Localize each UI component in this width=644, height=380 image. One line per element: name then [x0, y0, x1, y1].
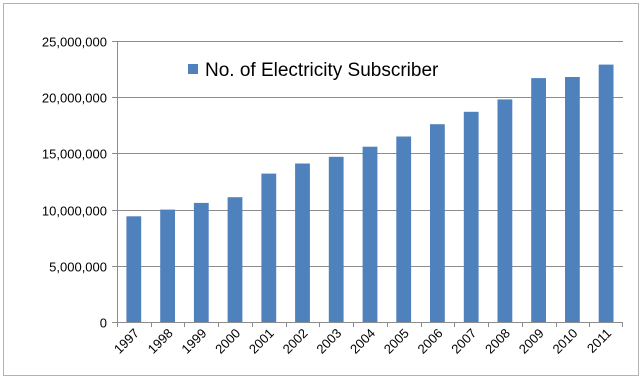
bar-2005: [396, 136, 412, 322]
bar-1998: [160, 209, 175, 322]
x-tick-label: 2005: [381, 326, 412, 357]
legend-swatch: [188, 64, 198, 74]
y-tick-label: 15,000,000: [42, 147, 107, 162]
bar-2002: [295, 163, 310, 322]
x-tick-label: 2010: [549, 326, 580, 357]
bar-2011: [598, 64, 614, 322]
y-tick-label: 20,000,000: [42, 91, 107, 106]
bar-2009: [531, 78, 546, 322]
x-tick-label: 1999: [178, 326, 209, 357]
y-tick-label: 5,000,000: [49, 260, 107, 275]
bar-1999: [193, 202, 209, 322]
x-tick-label: 2001: [246, 326, 277, 357]
legend-label: No. of Electricity Subscriber: [205, 60, 439, 81]
x-tick-label: 1998: [145, 326, 176, 357]
x-tick-label: 2007: [448, 326, 479, 357]
x-tick-label: 2000: [212, 326, 243, 357]
x-tick-label: 2009: [516, 326, 547, 357]
bar-2007: [463, 111, 479, 322]
y-tick-label: 10,000,000: [42, 204, 107, 219]
bar-1997: [126, 216, 142, 322]
y-tick-label: 25,000,000: [42, 35, 107, 50]
x-tick-label: 2003: [313, 326, 344, 357]
bar-2004: [362, 146, 378, 322]
x-tick-label: 2008: [482, 326, 513, 357]
bar-2003: [328, 156, 344, 322]
x-tick-label: 2006: [415, 326, 446, 357]
bar-2000: [227, 197, 243, 322]
x-tick-label: 1997: [111, 326, 142, 357]
bars: [126, 64, 614, 323]
legend: No. of Electricity Subscriber: [188, 60, 439, 81]
bar-2008: [497, 99, 513, 323]
y-tick-labels: 0 5,000,000 10,000,000 15,000,000 20,000,000…: [42, 35, 117, 331]
y-tick-label: 0: [100, 316, 107, 331]
bar-2006: [430, 124, 445, 322]
x-tick-label: 2011: [584, 326, 614, 356]
x-tick-labels: 1997 1998 1999 2000 2001 2002 2003 2004 2005 2006…: [111, 322, 623, 357]
x-tick-label: 2002: [280, 326, 311, 357]
bar-2010: [565, 77, 580, 322]
x-tick-label: 2004: [347, 326, 378, 357]
bar-2001: [261, 173, 277, 322]
